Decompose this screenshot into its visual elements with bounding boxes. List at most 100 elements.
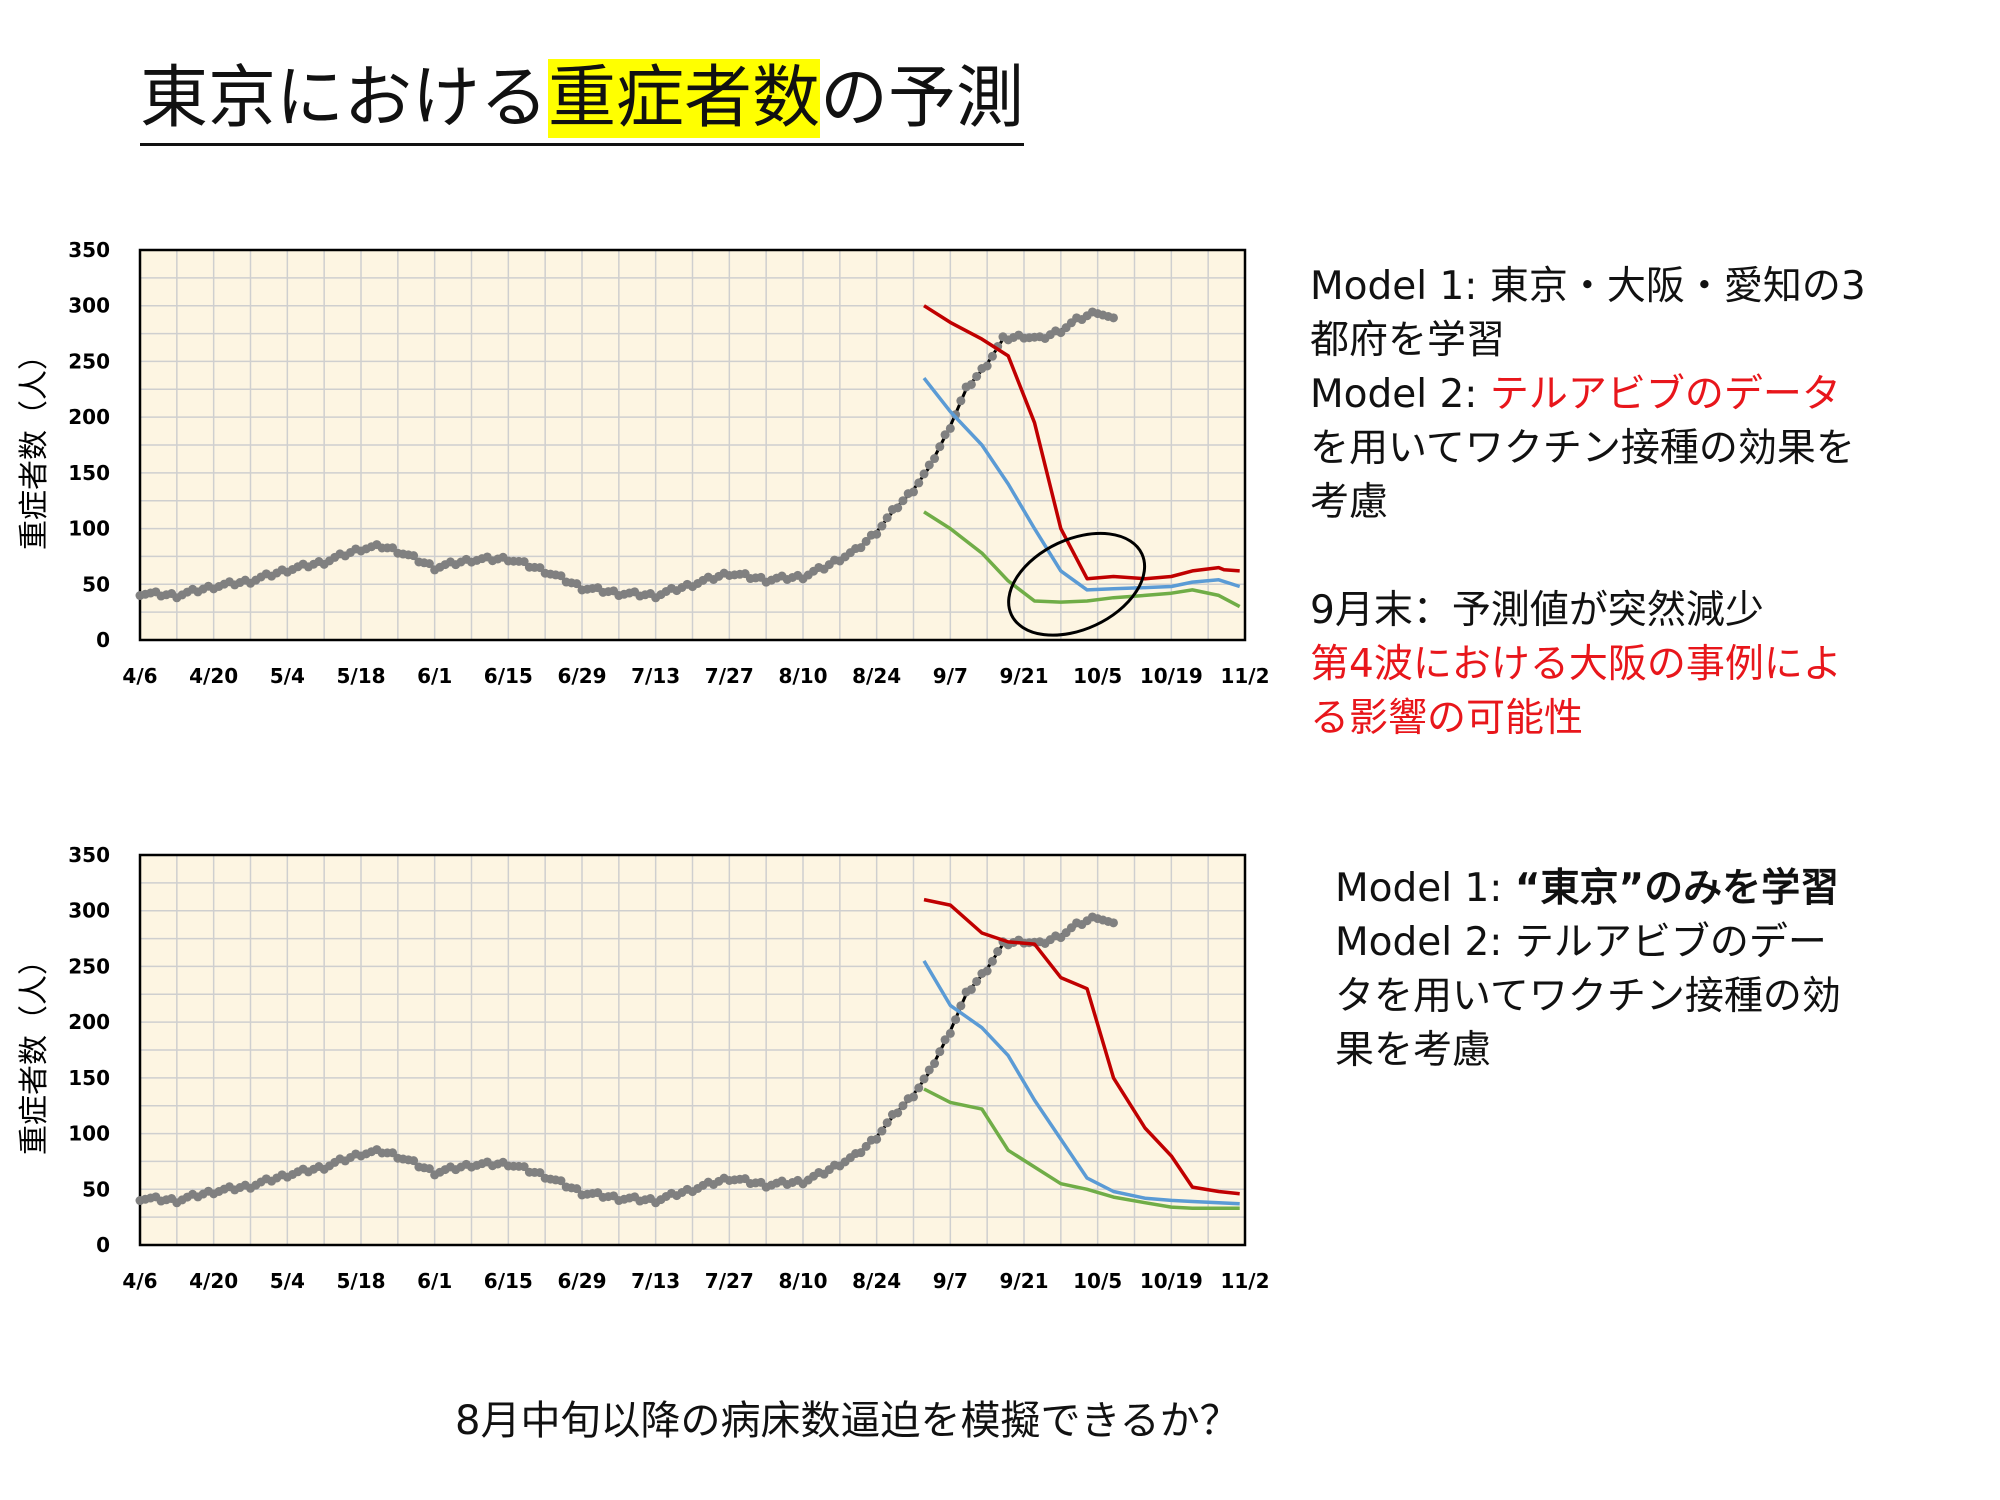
bottom-chart-observed-point (982, 966, 992, 976)
note-b-model2-line1: Model 2: テルアビブのデー (1335, 920, 1827, 965)
top-chart-ytick-label: 350 (68, 238, 110, 262)
top-chart-observed-point (945, 423, 955, 433)
bottom-chart-series-line-2 (922, 960, 1240, 1206)
bottom-chart-xtick-label: 10/19 (1140, 1269, 1203, 1293)
top-chart-observed-point (556, 571, 566, 581)
top-chart-xtick-label: 6/1 (417, 664, 452, 688)
top-chart-ytick-label: 0 (96, 628, 110, 652)
note-b-model2-line3: 果を考慮 (1335, 1028, 1492, 1073)
top-chart-xtick-label: 8/10 (778, 664, 827, 688)
bottom-chart-xtick-label: 9/7 (933, 1269, 968, 1293)
title-suffix: の予測 (820, 59, 1025, 138)
top-chart-xtick-label: 5/18 (336, 664, 385, 688)
top-chart-plot-border (138, 248, 1247, 642)
note-model2-line3: 考慮 (1310, 480, 1389, 525)
bottom-chart-ylabel: 重症者数（人） (17, 945, 52, 1155)
bottom-chart-observed-point (572, 1184, 582, 1194)
bottom-chart-xtick-label: 9/21 (999, 1269, 1048, 1293)
bottom-chart-observed-point (972, 976, 982, 986)
top-chart-ytick-label: 150 (68, 461, 110, 485)
top-chart-observed-point (1108, 313, 1118, 323)
bottom-chart-observed-point (861, 1141, 871, 1151)
top-chart-xtick-label: 4/20 (189, 664, 238, 688)
bottom-chart-ytick-label: 150 (68, 1066, 110, 1090)
bottom-chart-ytick-label: 0 (96, 1233, 110, 1257)
top-chart-observed-point (535, 563, 545, 573)
top-chart-observed-point (966, 379, 976, 389)
note-osaka-line2: る影響の可能性 (1310, 696, 1584, 741)
bottom-chart-observed-point (987, 956, 997, 966)
bottom-chart-ytick-label: 100 (68, 1122, 110, 1146)
bottom-chart-observed-point (914, 1083, 924, 1093)
bottom-chart-observed-point (893, 1108, 903, 1118)
top-chart-observed-point (940, 430, 950, 440)
bottom-chart-observed-point (1108, 918, 1118, 928)
note-model2-line2: を用いてワクチン接種の効果を (1310, 426, 1855, 471)
bottom-chart-ytick-label: 250 (68, 954, 110, 978)
bottom-chart-observed-point (424, 1164, 434, 1174)
bottom-chart-series-line-1 (923, 897, 1240, 1196)
bottom-chart-xtick-label: 4/20 (189, 1269, 238, 1293)
top-chart-xtick-label: 9/21 (999, 664, 1048, 688)
top-chart-observed-point (519, 557, 529, 567)
top-chart-observed-point (930, 454, 940, 464)
bottom-chart-xtick-label: 6/29 (557, 1269, 606, 1293)
bottom-chart-observed-point (956, 1001, 966, 1011)
top-chart-xtick-label: 5/4 (270, 664, 305, 688)
top-chart-annotation-ellipse (1007, 531, 1147, 637)
bottom-chart-observed-point (872, 1134, 882, 1144)
bottom-chart-plot-border (138, 853, 1247, 1247)
bottom-chart-observed-point (519, 1162, 529, 1172)
top-chart-xtick-label: 4/6 (122, 664, 157, 688)
top-chart-observed-point (424, 559, 434, 569)
bottom-chart-observed-point (856, 1148, 866, 1158)
top-chart-observed-point (972, 371, 982, 381)
chart-bottom-svg: 0 50 100 150 200 250 300 350 4/6 4/20 5/4 5/18 6/1 6/… (17, 843, 1270, 1293)
bottom-chart-xtick-label: 10/5 (1073, 1269, 1122, 1293)
top-chart-observed-point (935, 442, 945, 452)
note-osaka-line1: 第4波における大阪の事例によ (1310, 642, 1842, 687)
bottom-chart-observed-point (935, 1047, 945, 1057)
bottom-chart-observed-point (877, 1126, 887, 1136)
chart-top: 0 50 100 150 200 250 300 350 4/6 4/20 5/4 5/18 6/1 6/… (0, 225, 1290, 695)
bottom-question: 8月中旬以降の病床数逼迫を模擬できるか？ (455, 1398, 1240, 1444)
top-chart-observed-point (572, 579, 582, 589)
top-chart-ytick-label: 50 (82, 572, 110, 596)
title-prefix: 東京における (140, 59, 549, 138)
note-model2-red: テルアビブのデータ (1489, 372, 1841, 417)
top-chart-xtick-label: 6/29 (557, 664, 606, 688)
note-b-model1-bold: “東京”のみを学習 (1514, 866, 1840, 911)
bottom-chart-observed-point (993, 947, 1003, 957)
top-chart-series-line-3 (923, 510, 1241, 609)
note-model1-line2: 都府を学習 (1310, 318, 1506, 363)
bottom-chart-xtick-label: 8/10 (778, 1269, 827, 1293)
top-chart-observed-point (919, 469, 929, 479)
bottom-chart-xtick-label: 4/6 (122, 1269, 157, 1293)
bottom-chart-ytick-label: 200 (68, 1010, 110, 1034)
top-chart-ytick-label: 100 (68, 517, 110, 541)
top-chart-observed-point (409, 551, 419, 561)
top-chart-xtick-label: 8/24 (852, 664, 901, 688)
bottom-chart-xtick-label: 7/27 (705, 1269, 754, 1293)
bottom-chart-observed-point (924, 1065, 934, 1075)
top-chart-observed-point (872, 529, 882, 539)
top-chart-observed-point (893, 503, 903, 513)
bottom-chart-xtick-label: 8/24 (852, 1269, 901, 1293)
bottom-chart-series-line-3 (923, 1087, 1240, 1210)
bottom-chart-xtick-label: 5/4 (270, 1269, 305, 1293)
top-chart-observed-point (909, 487, 918, 497)
top-chart-observed-point (898, 496, 908, 506)
bottom-chart-observed-point (919, 1074, 929, 1084)
top-chart-ytick-label: 300 (68, 294, 110, 318)
top-chart-observed-point (914, 478, 924, 488)
chart-bottom: 0 50 100 150 200 250 300 350 4/6 4/20 5/4 5/18 6/1 6/… (0, 830, 1290, 1300)
bottom-chart-observed-point (898, 1101, 908, 1111)
note-b-model1-prefix: Model 1: (1335, 866, 1515, 911)
note-september-drop: 9月末：予測値が突然減少 (1310, 588, 1764, 633)
top-chart-ytick-label: 250 (68, 349, 110, 373)
note-b-model1: Model 1: “東京”のみを学習 (1335, 862, 1841, 916)
top-chart-observed-point (882, 513, 892, 523)
top-chart-xtick-label: 7/27 (705, 664, 754, 688)
note-model1-line1: Model 1: 東京・大阪・愛知の3 (1310, 264, 1866, 309)
top-chart-xtick-label: 9/7 (933, 664, 968, 688)
